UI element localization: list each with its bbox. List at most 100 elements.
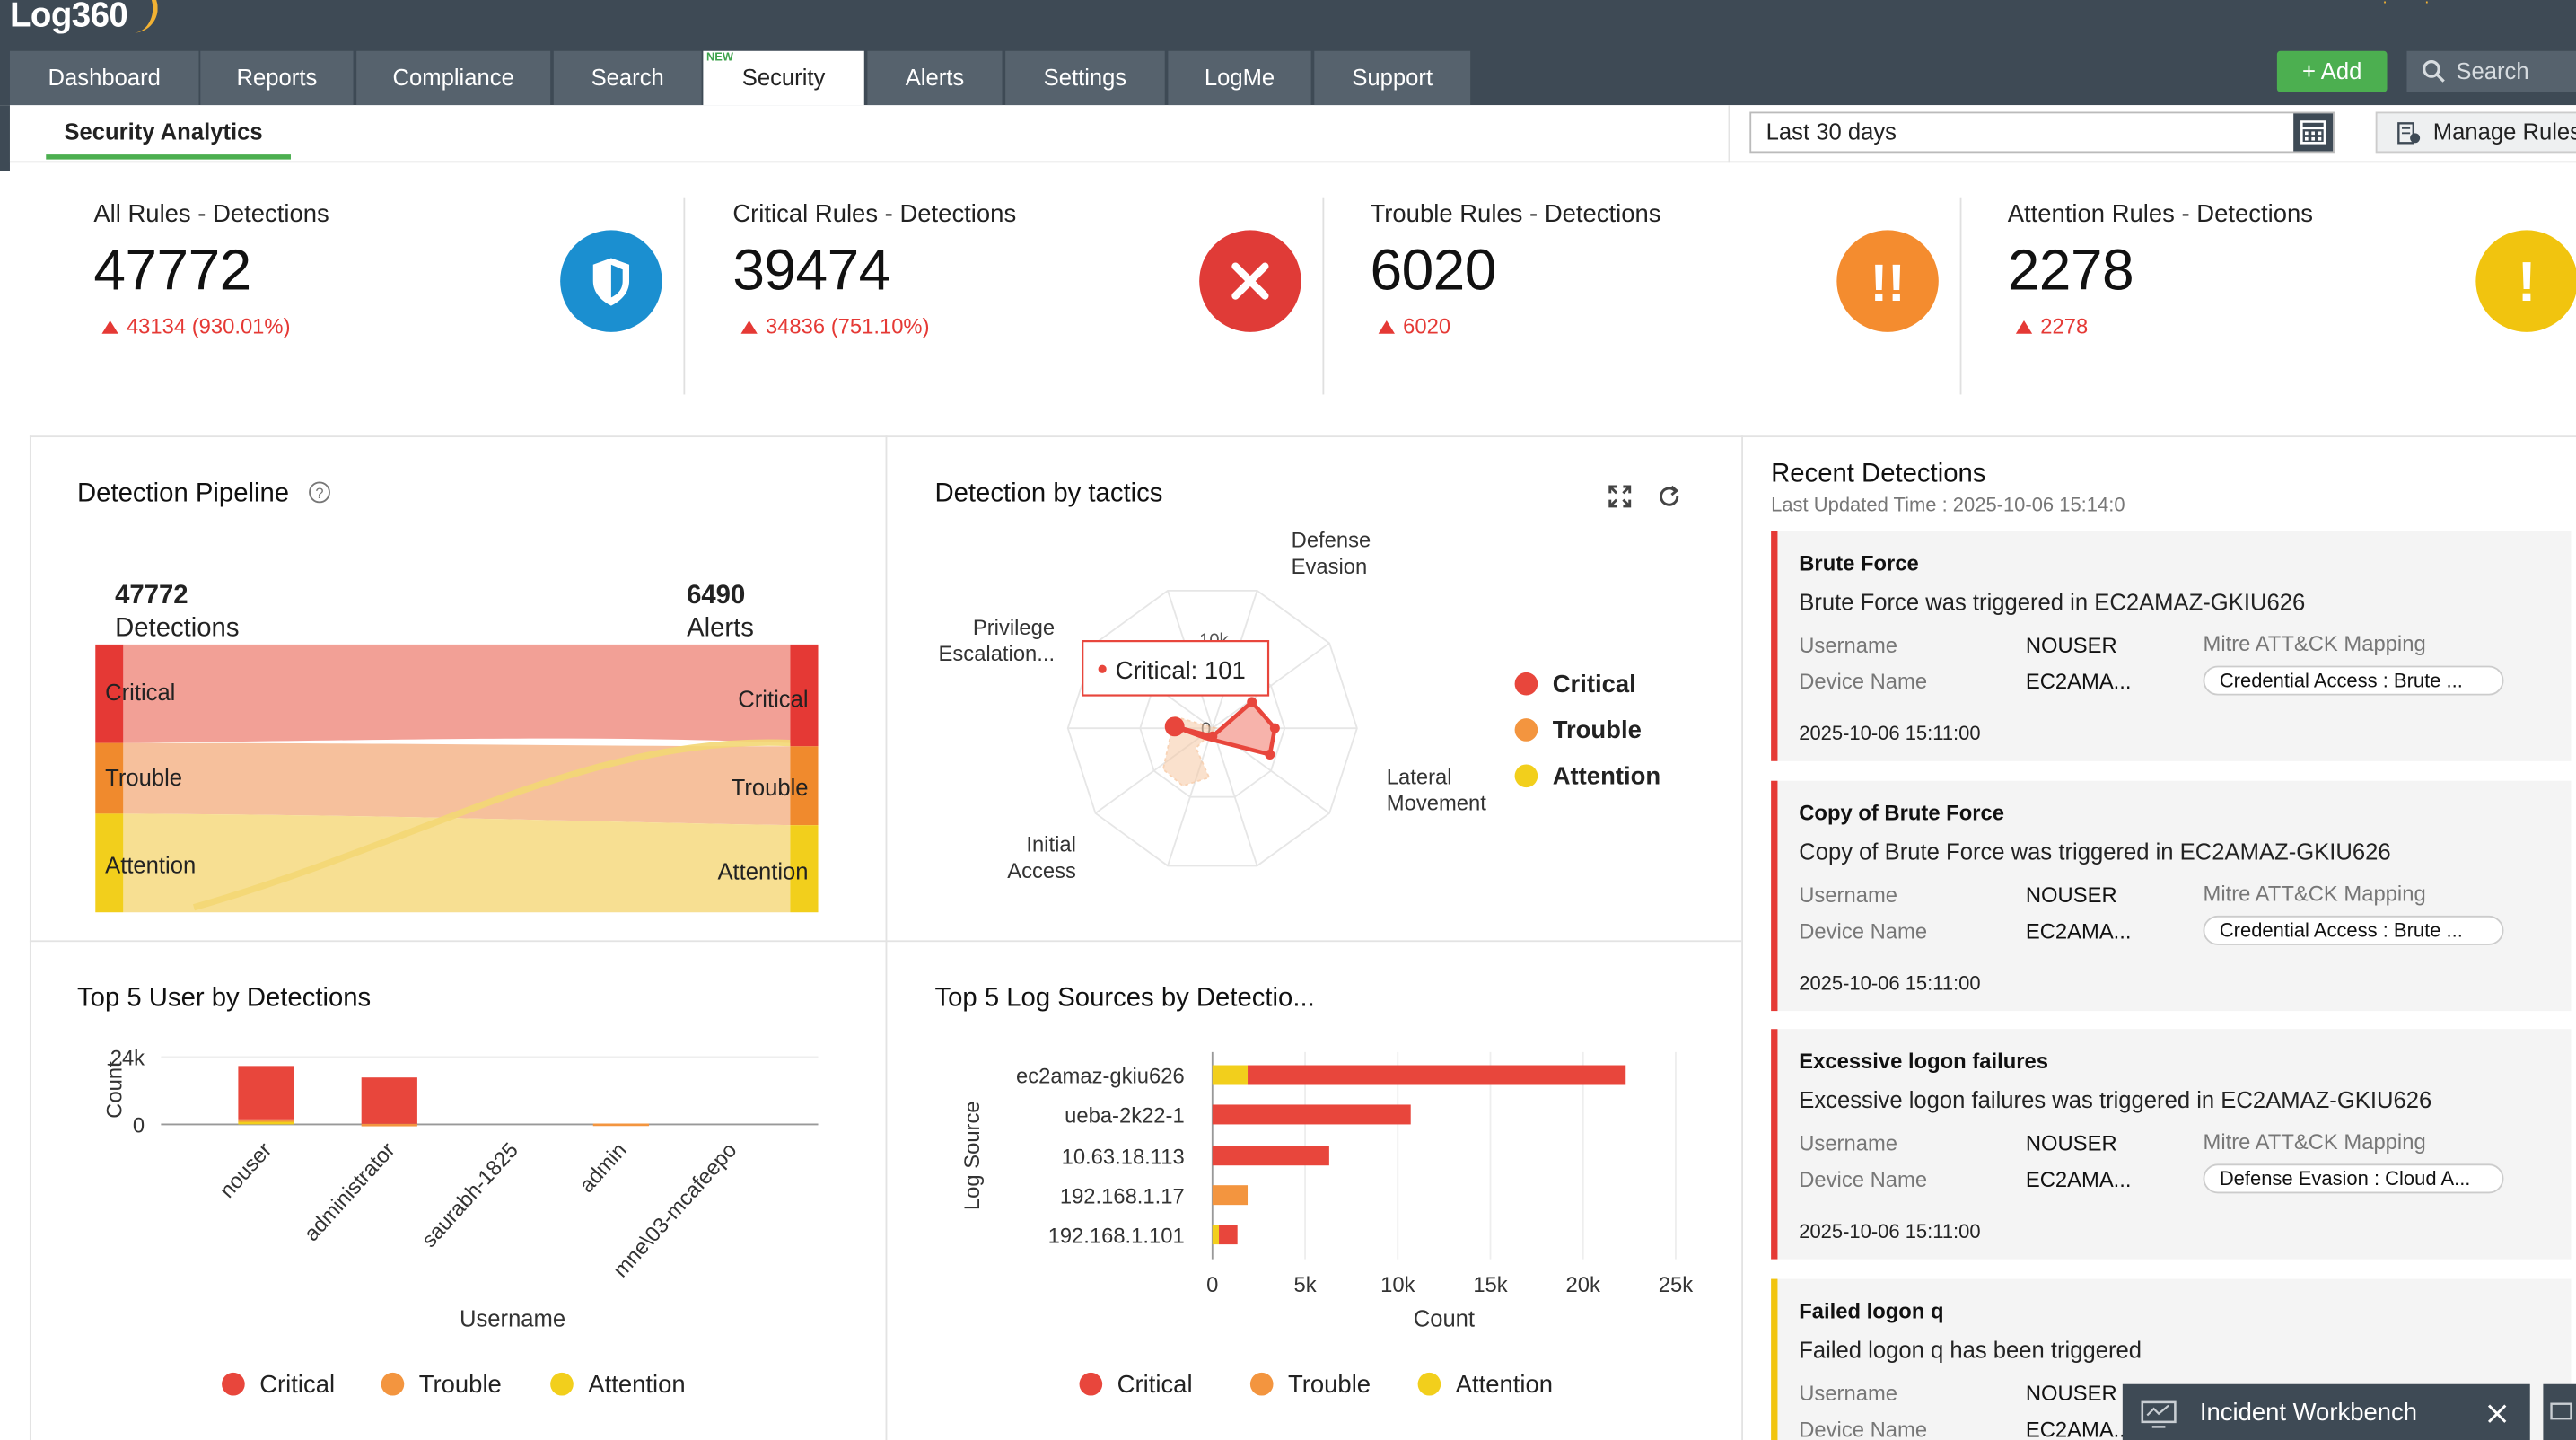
tab-alerts[interactable]: Alerts bbox=[867, 50, 1003, 106]
mitre-mapping-pill[interactable]: Credential Access : Brute ... bbox=[2203, 665, 2504, 696]
bar-trouble[interactable] bbox=[238, 1119, 294, 1122]
username-value: NOUSER bbox=[2025, 1381, 2117, 1406]
bar-critical[interactable] bbox=[361, 1077, 417, 1124]
tab-dashboard[interactable]: Dashboard bbox=[9, 50, 199, 106]
legend-item-critical[interactable]: Critical bbox=[1514, 671, 1636, 698]
chat-button[interactable] bbox=[2543, 1383, 2576, 1440]
tab-settings[interactable]: Settings bbox=[1005, 50, 1165, 106]
kpi-icon-circle: !! bbox=[1836, 230, 1939, 332]
detection-title: Excessive logon failures bbox=[1799, 1049, 2048, 1074]
radar-spoke bbox=[1167, 727, 1214, 866]
y-tick-label: 192.168.1.17 bbox=[1060, 1184, 1185, 1208]
tab-search[interactable]: Search bbox=[553, 50, 702, 106]
add-label: Add bbox=[2320, 57, 2362, 84]
incident-workbench-button[interactable]: Incident Workbench bbox=[2122, 1383, 2530, 1440]
add-button[interactable]: + Add bbox=[2276, 50, 2388, 92]
manage-rules-label: Manage Rules bbox=[2432, 118, 2576, 145]
legend-label: Attention bbox=[1552, 762, 1661, 791]
recent-updated: Last Updated Time : 2025-10-06 15:14:0 bbox=[1771, 493, 2125, 516]
calendar-icon[interactable] bbox=[2293, 113, 2334, 152]
date-range-select[interactable]: Last 30 days bbox=[1749, 111, 2335, 154]
bar-critical[interactable] bbox=[1212, 1146, 1329, 1166]
legend-item-trouble[interactable]: Trouble bbox=[1514, 716, 1642, 744]
legend-label: Critical bbox=[1117, 1371, 1193, 1400]
sankey-flow-critical bbox=[123, 644, 791, 743]
y-axis-label: Count bbox=[102, 1061, 127, 1119]
legend-item-trouble[interactable]: Trouble bbox=[381, 1371, 502, 1399]
app-logo: Log360 bbox=[9, 0, 128, 35]
legend-item-critical[interactable]: Critical bbox=[222, 1371, 335, 1399]
x-tick-label: mne\03-mcafeepo bbox=[609, 1138, 741, 1283]
username-value: NOUSER bbox=[2025, 1130, 2117, 1156]
pipeline-right-label: Alerts bbox=[687, 614, 754, 643]
legend-item-attention[interactable]: Attention bbox=[550, 1371, 686, 1399]
refresh-icon[interactable] bbox=[1656, 483, 1682, 509]
close-icon[interactable] bbox=[2487, 1404, 2507, 1424]
kpi-value: 6020 bbox=[1370, 238, 1497, 303]
security-analytics-tab[interactable]: Security Analytics bbox=[64, 118, 263, 145]
bar-attention[interactable] bbox=[1212, 1065, 1249, 1085]
pipeline-title: Detection Pipeline bbox=[77, 479, 290, 508]
kpi-icon-circle bbox=[1199, 230, 1301, 332]
detection-card[interactable]: Brute Force Brute Force was triggered in … bbox=[1771, 531, 2572, 761]
sankey-cross-flow bbox=[192, 739, 791, 911]
username-label: Username bbox=[1799, 632, 1898, 658]
mitre-mapping-pill[interactable]: Credential Access : Brute ... bbox=[2203, 915, 2504, 945]
panel-divider-v2 bbox=[1741, 435, 1744, 1440]
bar-critical[interactable] bbox=[1219, 1225, 1238, 1245]
radar-axis-label: Initial Access bbox=[1007, 832, 1076, 882]
detection-time: 2025-10-06 15:11:00 bbox=[1799, 971, 1981, 995]
detection-card[interactable]: Excessive logon failures Excessive logon … bbox=[1771, 1029, 2572, 1260]
tab-logme[interactable]: LogMe bbox=[1168, 50, 1311, 106]
severity-bar bbox=[1771, 531, 1778, 761]
device-label: Device Name bbox=[1799, 918, 1928, 944]
x-tick-label: admin bbox=[574, 1138, 631, 1198]
bar-critical[interactable] bbox=[238, 1066, 294, 1120]
bar-attention[interactable] bbox=[238, 1120, 294, 1125]
tab-security[interactable]: Security bbox=[703, 50, 864, 106]
detection-title: Copy of Brute Force bbox=[1799, 800, 2004, 826]
legend-item-attention[interactable]: Attention bbox=[1514, 762, 1661, 791]
up-arrow-icon bbox=[2015, 320, 2033, 334]
mitre-mapping-pill[interactable]: Defense Evasion : Cloud A... bbox=[2203, 1163, 2504, 1194]
expand-icon[interactable] bbox=[1607, 483, 1633, 509]
bar-critical[interactable] bbox=[1248, 1065, 1626, 1085]
kpi-icon-circle: ! bbox=[2475, 230, 2576, 332]
radar-point-hover[interactable] bbox=[1164, 716, 1185, 737]
pipeline-left-label: Detections bbox=[115, 614, 240, 643]
legend-item-critical[interactable]: Critical bbox=[1079, 1371, 1193, 1400]
bar-trouble[interactable] bbox=[361, 1123, 417, 1127]
sankey-right-attention bbox=[790, 825, 819, 913]
help-icon[interactable]: ? bbox=[307, 480, 331, 505]
radar-point bbox=[1207, 731, 1218, 742]
kpi-delta: 2278 bbox=[2040, 313, 2089, 339]
search-icon bbox=[2423, 60, 2445, 83]
radar-point bbox=[1247, 697, 1257, 707]
detection-card[interactable]: Copy of Brute Force Copy of Brute Force w… bbox=[1771, 780, 2572, 1012]
username-value: NOUSER bbox=[2025, 882, 2117, 908]
tab-compliance[interactable]: Compliance bbox=[356, 50, 551, 106]
manage-rules-button[interactable]: Manage Rules bbox=[2375, 111, 2576, 154]
legend-dot bbox=[1514, 764, 1538, 788]
bar-critical[interactable] bbox=[1212, 1104, 1411, 1125]
kpi-label: Critical Rules - Detections bbox=[732, 200, 1017, 229]
sankey-left-label-trouble: Trouble bbox=[105, 766, 182, 791]
legend-item-trouble[interactable]: Trouble bbox=[1249, 1371, 1371, 1399]
tab-support[interactable]: Support bbox=[1314, 50, 1471, 106]
legend-item-attention[interactable]: Attention bbox=[1417, 1371, 1553, 1399]
legend-dot bbox=[550, 1372, 574, 1396]
legend-dot bbox=[222, 1372, 245, 1396]
tab-reports[interactable]: Reports bbox=[200, 50, 354, 106]
detection-summary: Failed logon q has been triggered bbox=[1799, 1336, 2142, 1363]
bar-trouble[interactable] bbox=[592, 1123, 649, 1127]
bar-attention[interactable] bbox=[1212, 1225, 1220, 1245]
y-tick-label: 0 bbox=[133, 1114, 145, 1138]
global-search-button[interactable]: Search bbox=[2406, 50, 2576, 92]
sankey-right-label-trouble: Trouble bbox=[732, 776, 809, 801]
svg-text:?: ? bbox=[315, 486, 323, 502]
kpi-divider bbox=[683, 197, 686, 395]
up-arrow-icon bbox=[1378, 320, 1395, 334]
radar-tooltip-text: Critical: 101 bbox=[1116, 656, 1246, 684]
pipeline-sankey: Critical Trouble Attention Critical Trou… bbox=[95, 644, 819, 913]
bar-trouble[interactable] bbox=[1212, 1185, 1249, 1206]
